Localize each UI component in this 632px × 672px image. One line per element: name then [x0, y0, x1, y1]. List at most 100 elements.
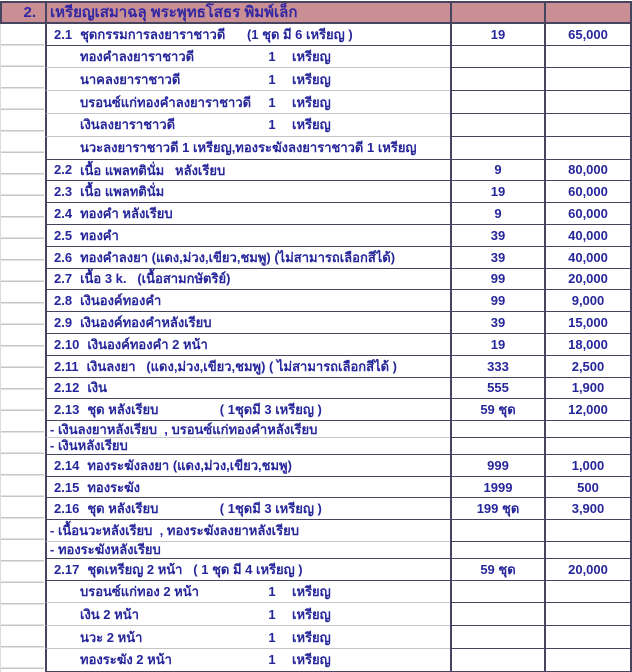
table-row: นาคลงยาราชาวดี 1 เหรียญ: [0, 68, 632, 92]
row-label: ชุด หลังเรียบ ( 1ชุดมี 3 เหรียญ ): [87, 501, 322, 517]
sub-item-unit: เหรียญ: [292, 652, 331, 668]
row-label: ทองระฆัง: [87, 479, 140, 495]
table-row: เงินลงยาราชาวดี 1 เหรียญ: [0, 114, 632, 137]
section-header-row: 2. เหรียญเสมาฉลุ พระพุทธโสธร พิมพ์เล็ก: [0, 1, 632, 24]
description-cell: - ทองระฆังหลังเรียบ: [45, 542, 450, 559]
quantity-cell: 199 ชุด: [450, 498, 544, 521]
row-gutter-cell: [0, 203, 45, 225]
price-cell: [544, 438, 632, 455]
sub-item-count: 1: [268, 584, 276, 600]
description-cell: 2.17 ชุดเหรียญ 2 หน้า ( 1 ชุด มี 4 เหรียญ…: [45, 558, 450, 581]
row-number: 2.12: [54, 380, 80, 396]
price-cell: 20,000: [544, 558, 632, 581]
sub-item-count: 1: [268, 652, 276, 668]
quantity-cell: [450, 91, 544, 114]
description-cell: 2.7 เนื้อ 3 k. (เนื้อสามกษัตริย์): [45, 268, 450, 291]
row-number: 2.10: [54, 336, 80, 352]
quantity-cell: [450, 114, 544, 137]
description-cell: 2.3 เนื้อ แพลทตินั่ม: [45, 181, 450, 204]
row-number: 2.16: [54, 501, 80, 517]
price-cell: [544, 542, 632, 559]
table-row: 2.16 ชุด หลังเรียบ ( 1ชุดมี 3 เหรียญ ) 199…: [0, 498, 632, 521]
quantity-cell: [450, 421, 544, 438]
description-cell: เงิน 2 หน้า 1 เหรียญ: [45, 603, 450, 627]
sub-item-count: 1: [268, 117, 276, 133]
quantity-cell: 39: [450, 246, 544, 269]
sub-item-count: 1: [268, 71, 276, 87]
sub-item-name: นาคลงยาราชาวดี: [80, 71, 181, 87]
sub-item-name: เงินลงยาราชาวดี: [80, 117, 176, 133]
row-label: เงินลงยา (แดง,ม่วง,เขียว,ชมพู) ( ไม่สามา…: [86, 358, 397, 374]
row-number: 2.1: [54, 26, 73, 42]
description-cell: ทองคำลงยาราชาวดี 1 เหรียญ: [45, 45, 450, 69]
row-gutter-cell: [0, 649, 45, 672]
quantity-cell: [450, 68, 544, 92]
table-row: - เนื้อนวะหลังเรียบ , ทองระฆังลงยาหลังเร…: [0, 520, 632, 543]
row-label: เนื้อ แพลทตินั่ม: [80, 184, 165, 200]
quantity-cell: 59 ชุด: [450, 558, 544, 581]
quantity-cell: [450, 438, 544, 455]
sub-item-unit: เหรียญ: [292, 49, 331, 64]
quantity-cell: 9: [450, 159, 544, 182]
quantity-cell: 999: [450, 454, 544, 477]
quantity-cell: 555: [450, 377, 544, 400]
price-cell: 65,000: [544, 23, 632, 46]
row-gutter-cell: [0, 520, 45, 542]
price-cell: 3,900: [544, 498, 632, 521]
price-cell: 40,000: [544, 224, 632, 247]
row-gutter-cell: [0, 477, 45, 499]
description-cell: 2.5 ทองคำ: [45, 224, 450, 247]
quantity-cell: [450, 626, 544, 650]
row-gutter-cell: [0, 68, 45, 91]
row-label: ชุดเหรียญ 2 หน้า ( 1 ชุด มี 4 เหรียญ ): [87, 561, 303, 577]
row-label: เงินองค์ทองคำ: [80, 293, 162, 309]
row-gutter-cell: [0, 378, 45, 400]
price-cell: [544, 45, 632, 69]
description-cell: 2.6 ทองคำลงยา (แดง,ม่วง,เขียว,ชมพู) (ไม่ส…: [45, 246, 450, 269]
description-cell: บรอนซ์แก่ทองคำลงยาราชาวดี 1 เหรียญ: [45, 91, 450, 114]
price-cell: 12,000: [544, 399, 632, 422]
sub-item-unit: เหรียญ: [292, 71, 331, 87]
description-cell: 2.2 เนื้อ แพลทตินั่ม หลังเรียบ: [45, 159, 450, 182]
sub-item-unit: เหรียญ: [292, 584, 331, 600]
row-gutter-cell: [0, 137, 45, 160]
row-number: 2.14: [54, 457, 80, 473]
quantity-cell: 1999: [450, 476, 544, 499]
row-number: 2.5: [54, 227, 73, 243]
row-gutter-cell: [0, 356, 45, 378]
row-number: 2.17: [54, 561, 80, 577]
price-cell: 60,000: [544, 181, 632, 204]
row-gutter-cell: [0, 269, 45, 291]
sub-item-name: บรอนซ์แก่ทอง 2 หน้า: [80, 584, 199, 600]
section-number-cell: 2.: [0, 3, 45, 24]
description-cell: 2.10 เงินองค์ทองคำ 2 หน้า: [45, 333, 450, 356]
sub-item-count: 1: [268, 629, 276, 645]
table-row: 2.9 เงินองค์ทองคำหลังเรียบ 39 15,000: [0, 312, 632, 334]
quantity-cell: 99: [450, 290, 544, 313]
sub-item-name: เงิน 2 หน้า: [80, 606, 139, 622]
price-cell: [544, 114, 632, 137]
quantity-cell: 99: [450, 268, 544, 291]
row-gutter-cell: [0, 542, 45, 559]
row-gutter-cell: [0, 160, 45, 182]
sub-item-unit: เหรียญ: [292, 606, 331, 622]
description-cell: นวะลงยาราชาวดี 1 เหรียญ,ทองระฆังลงยาราชา…: [45, 136, 450, 160]
price-cell: 40,000: [544, 246, 632, 269]
quantity-cell: 19: [450, 181, 544, 204]
table-row: - เงินหลังเรียบ: [0, 438, 632, 455]
row-label: เงินองค์ทองคำหลังเรียบ: [80, 315, 212, 331]
sub-item-name: นวะลงยาราชาวดี 1 เหรียญ,ทองระฆังลงยาราชา…: [80, 140, 417, 156]
price-cell: 500: [544, 476, 632, 499]
description-cell: 2.11 เงินลงยา (แดง,ม่วง,เขียว,ชมพู) ( ไม่…: [45, 355, 450, 378]
sub-item-count: 1: [268, 49, 276, 64]
quantity-cell: [450, 542, 544, 559]
quantity-cell: 19: [450, 23, 544, 46]
sub-item-label: - เนื้อนวะหลังเรียบ , ทองระฆังลงยาหลังเร…: [50, 523, 299, 539]
table-row: 2.2 เนื้อ แพลทตินั่ม หลังเรียบ 9 80,000: [0, 159, 632, 182]
quantity-cell: 59 ชุด: [450, 399, 544, 422]
row-gutter-cell: [0, 24, 45, 46]
row-label: ชุด หลังเรียบ ( 1ชุดมี 3 เหรียญ ): [87, 402, 322, 418]
price-cell: 9,000: [544, 290, 632, 313]
left-gutter-gridlines: [0, 24, 44, 672]
